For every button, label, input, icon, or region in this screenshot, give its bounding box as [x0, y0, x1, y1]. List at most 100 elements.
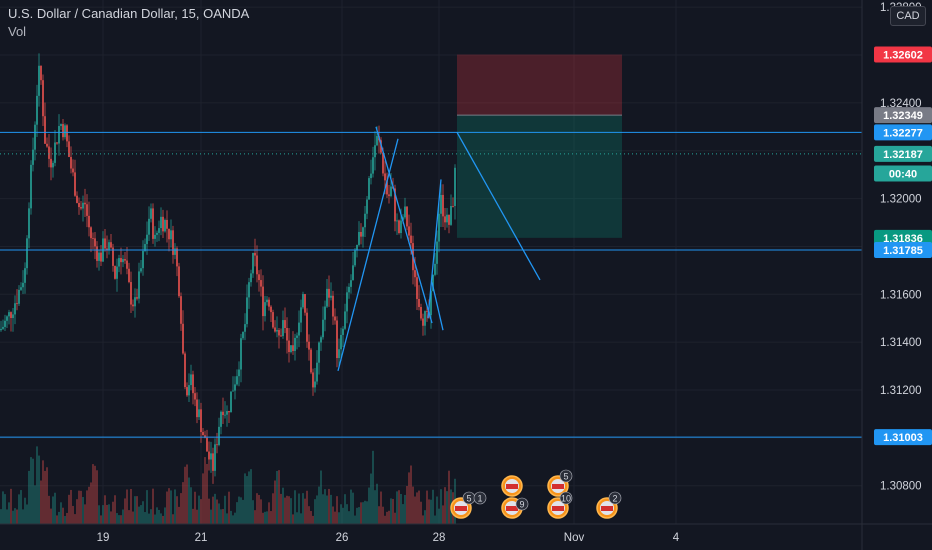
volume-bar: [230, 510, 232, 524]
economic-event-icon[interactable]: [501, 497, 529, 519]
candle-body: [82, 202, 84, 209]
candle-body: [114, 265, 116, 279]
volume-bar: [160, 513, 162, 524]
volume-bar: [340, 504, 342, 524]
candle-body: [270, 306, 272, 313]
candle-body: [208, 451, 210, 460]
volume-bar: [444, 487, 446, 524]
event-count-badge: [559, 491, 573, 505]
candle-body: [146, 234, 148, 245]
volume-bar: [136, 496, 138, 524]
volume-bar: [336, 496, 338, 524]
trend-line: [427, 179, 442, 319]
volume-bar: [254, 510, 256, 524]
economic-event-icon[interactable]: [547, 491, 573, 519]
candle-body: [118, 258, 120, 267]
candle-body: [262, 286, 264, 317]
candle-body: [336, 320, 338, 359]
economic-event-icon[interactable]: [501, 475, 523, 497]
volume-bar: [206, 463, 208, 524]
candle-body: [16, 303, 18, 305]
volume-bar: [100, 515, 102, 524]
volume-bar: [110, 511, 112, 524]
candle-body: [366, 199, 368, 214]
candle-body: [18, 289, 20, 304]
volume-label: Vol: [8, 24, 27, 39]
candle-body: [394, 188, 396, 222]
volume-bar: [256, 493, 258, 524]
volume-bar: [272, 493, 274, 524]
candle-body: [256, 255, 258, 275]
volume-bar: [42, 460, 44, 524]
candle-body: [204, 435, 206, 438]
candle-body: [12, 314, 14, 319]
volume-bar: [258, 494, 260, 524]
candle-body: [172, 230, 174, 255]
volume-bar: [38, 455, 40, 524]
candle-body: [210, 453, 212, 460]
candle-body: [32, 149, 34, 165]
candle-body: [420, 306, 422, 319]
candle-body: [322, 319, 324, 338]
economic-event-icon[interactable]: [450, 491, 487, 519]
candle-body: [62, 124, 64, 138]
trend-line: [337, 138, 399, 372]
candle-body: [226, 411, 228, 415]
volume-bar: [10, 488, 12, 524]
candle-body: [162, 216, 164, 232]
candle-body: [320, 337, 322, 343]
volume-bar: [366, 501, 368, 524]
volume-bar: [428, 499, 430, 524]
candle-body: [438, 213, 440, 242]
candle-body: [278, 330, 280, 336]
candle-body: [186, 387, 188, 396]
candle-body: [44, 116, 46, 144]
candle-body: [368, 178, 370, 200]
candles: [0, 53, 456, 484]
volume-bar: [346, 504, 348, 524]
volume-bar: [418, 490, 420, 524]
price-label-box: [874, 429, 932, 446]
economic-event-icon[interactable]: [547, 469, 573, 497]
candle-body: [358, 231, 360, 245]
candle-body: [138, 271, 140, 299]
candle-body: [218, 426, 220, 445]
volume-bar: [196, 509, 198, 524]
currency-button[interactable]: CAD: [890, 6, 926, 26]
candle-body: [36, 95, 38, 125]
candle-body: [176, 248, 178, 267]
volume-bar: [146, 490, 148, 524]
economic-event-icon[interactable]: [596, 491, 622, 519]
symbol-title: U.S. Dollar / Canadian Dollar, 15, OANDA: [8, 6, 250, 21]
candle-body: [264, 302, 266, 317]
volume-bar: [6, 509, 8, 524]
candle-body: [296, 335, 298, 338]
volume-bar: [442, 505, 444, 524]
candle-body: [150, 208, 152, 219]
candle-body: [76, 195, 78, 203]
candle-body: [272, 312, 274, 328]
candle-body: [242, 331, 244, 339]
candle-body: [106, 248, 108, 250]
candle-body: [88, 215, 90, 228]
y-tick-label: 1.31600: [880, 289, 922, 301]
volume-bar: [130, 488, 132, 524]
candle-body: [448, 214, 450, 225]
price-label-box: [874, 165, 932, 182]
candle-body: [304, 294, 306, 313]
volume-bar: [166, 491, 168, 524]
candle-body: [56, 142, 58, 144]
candle-body: [140, 268, 142, 272]
volume-bar: [234, 512, 236, 524]
volume-bar: [438, 508, 440, 524]
volume-bar: [404, 494, 406, 524]
candle-body: [288, 340, 290, 353]
volume-bar: [208, 498, 210, 524]
reward-zone: [457, 115, 622, 238]
volume-bar: [308, 506, 310, 524]
volume-bar: [140, 505, 142, 524]
volume-bar: [286, 495, 288, 524]
candle-body: [236, 376, 238, 385]
volume-bar: [60, 502, 62, 524]
